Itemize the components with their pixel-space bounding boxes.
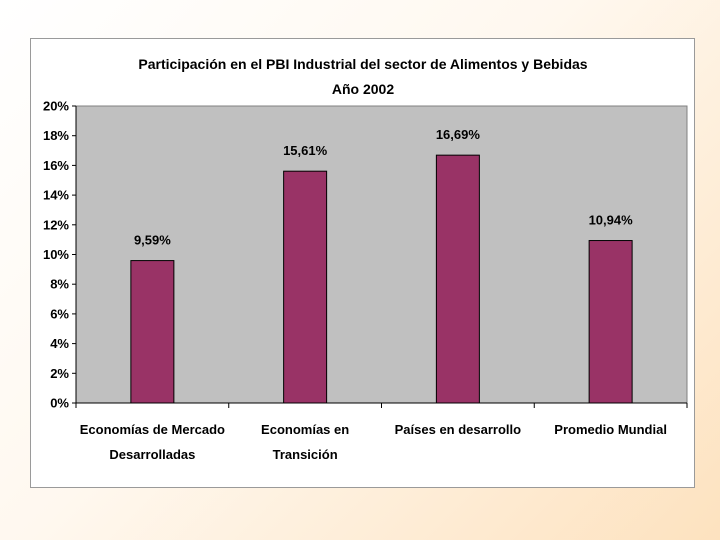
x-category-label: Países en desarrollo: [395, 422, 522, 437]
y-axis: 0% 2% 4% 6% 8% 10% 12% 14% 16% 18% 20%: [43, 99, 77, 411]
data-labels: 9,59% 15,61% 16,69% 10,94%: [134, 127, 633, 247]
bar: [130, 260, 175, 404]
plot-area: [75, 105, 688, 404]
bar-value-label: 9,59%: [134, 233, 171, 248]
y-tick-label: 0%: [50, 396, 69, 411]
bar-value-label: 15,61%: [283, 143, 328, 158]
y-tick-label: 12%: [43, 217, 69, 232]
x-category-label: Economías de Mercado: [80, 422, 225, 437]
bar: [283, 170, 328, 404]
y-tick-label: 4%: [50, 336, 69, 351]
x-category-label: Promedio Mundial: [554, 422, 667, 437]
x-axis: Economías de Mercado Desarrolladas Economí…: [75, 402, 688, 462]
y-tick-label: 10%: [43, 247, 69, 262]
x-category-label: Economías en: [261, 422, 349, 437]
bar: [588, 240, 633, 404]
x-category-label: Transición: [273, 447, 338, 462]
y-tick-label: 20%: [43, 99, 69, 114]
bar-chart: Participación en el PBI Industrial del s…: [43, 56, 688, 462]
chart-frame: Participación en el PBI Industrial del s…: [30, 38, 695, 488]
y-tick-label: 16%: [43, 158, 69, 173]
bar: [435, 154, 480, 404]
chart-subtitle: Año 2002: [332, 81, 394, 97]
y-tick-label: 18%: [43, 128, 69, 143]
y-tick-label: 14%: [43, 188, 69, 203]
y-tick-label: 2%: [50, 366, 69, 381]
chart-title: Participación en el PBI Industrial del s…: [138, 56, 587, 72]
bar-value-label: 16,69%: [436, 127, 481, 142]
y-tick-label: 8%: [50, 277, 69, 292]
x-category-label: Desarrolladas: [109, 447, 195, 462]
y-tick-label: 6%: [50, 306, 69, 321]
bar-value-label: 10,94%: [589, 213, 634, 228]
bars: [130, 154, 633, 404]
